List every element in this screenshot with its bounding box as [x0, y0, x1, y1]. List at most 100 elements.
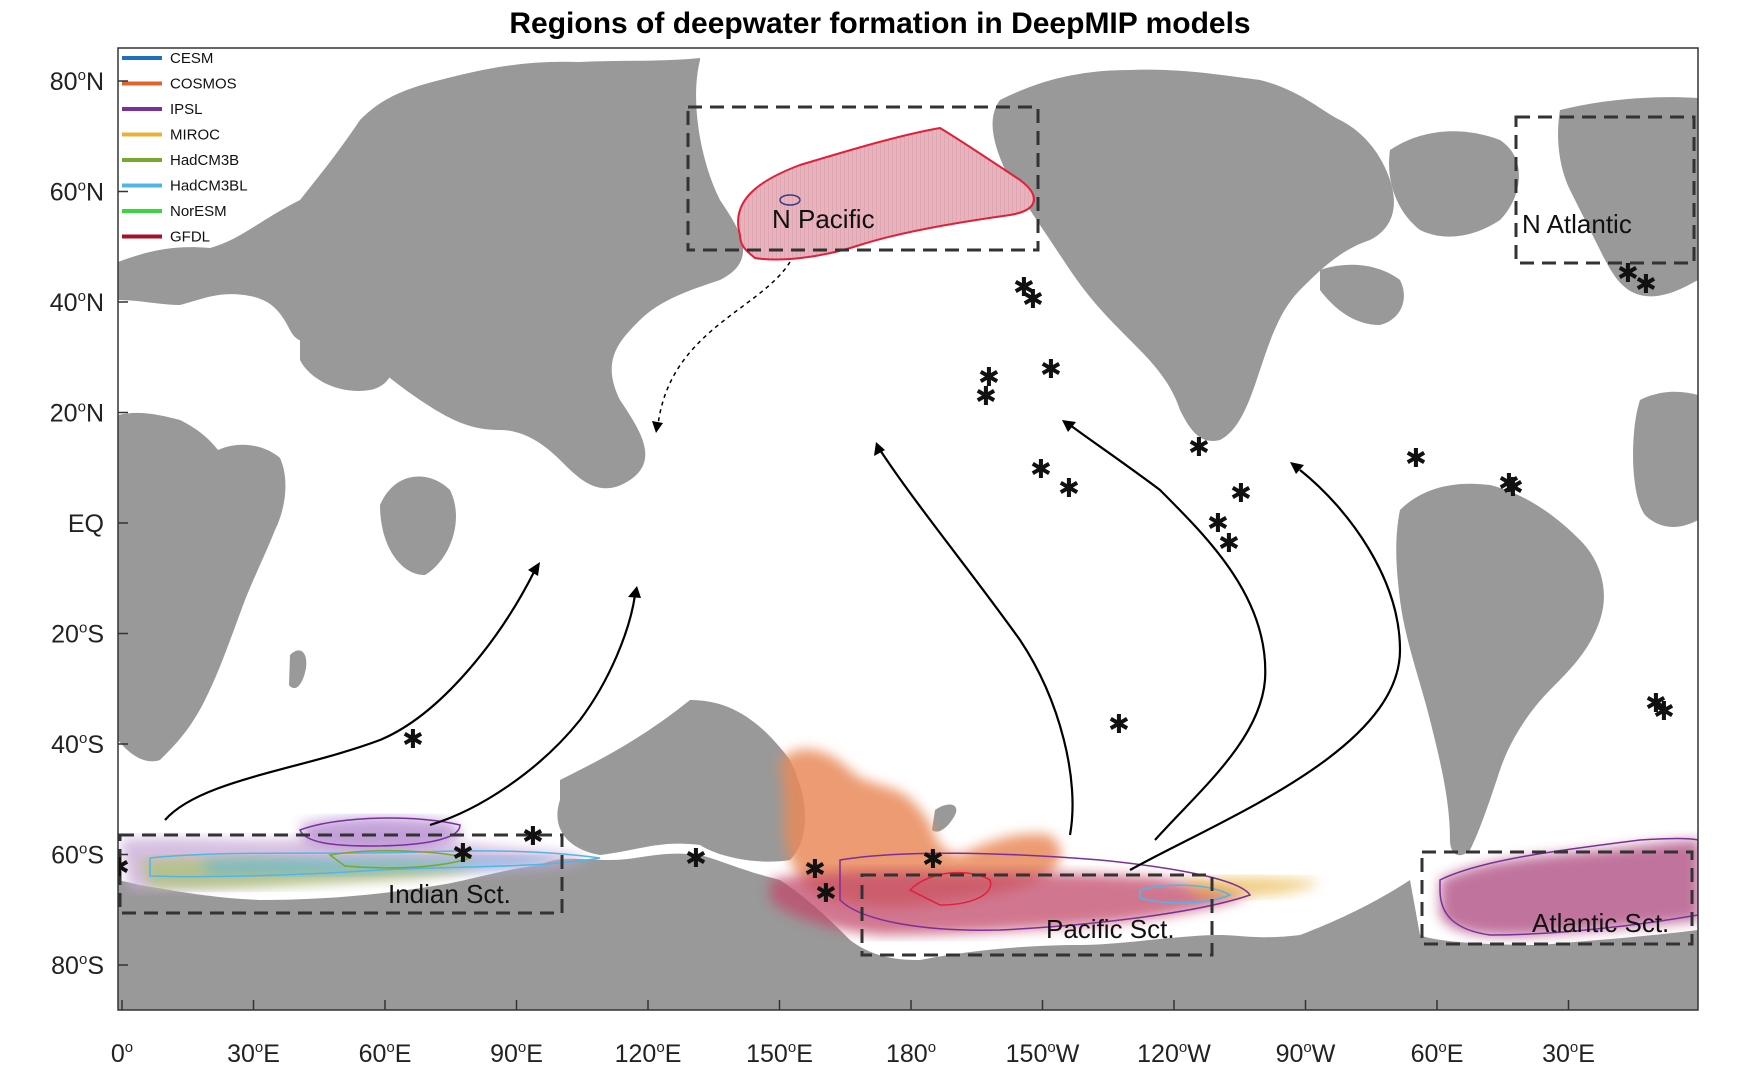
- x-tick-label: 180o: [886, 1039, 936, 1068]
- y-tick-label: 80oS: [51, 951, 104, 980]
- pacific-sector-label: Pacific Sct.: [1046, 914, 1175, 944]
- arrow-pacific-2: [1069, 424, 1267, 841]
- arrow-n-pacific-dashed: [657, 261, 791, 426]
- star-marker: ✱: [1218, 529, 1240, 559]
- star-marker: ✱: [1108, 710, 1130, 740]
- y-axis-ticks: 80oN 60oN 40oN 20oN EQ 20oS 40oS 60oS 80oS: [50, 67, 128, 980]
- star-marker: ✱: [1022, 285, 1044, 315]
- y-tick-label: 80oN: [50, 67, 104, 96]
- star-marker: ✱: [522, 822, 544, 852]
- star-marker: ✱: [1230, 479, 1252, 509]
- y-tick-label: 20oS: [51, 620, 104, 649]
- arrow-pacific-2-head: [1062, 420, 1076, 432]
- australia-landmass: [557, 700, 805, 862]
- star-marker: ✱: [815, 879, 837, 909]
- n-pacific-small-contour: [779, 194, 801, 206]
- y-tick-label: EQ: [68, 510, 104, 538]
- arrow-indian-1-head: [528, 562, 540, 576]
- map-title: Regions of deepwater formation in DeepMI…: [509, 7, 1250, 40]
- x-tick-label: 60oE: [359, 1039, 412, 1068]
- map-frame: [117, 47, 1699, 1011]
- atlantic-shading: [1440, 840, 1698, 936]
- star-marker: ✱: [1502, 473, 1524, 503]
- india-landmass: [380, 476, 456, 575]
- y-tick-label: 60oS: [51, 841, 104, 870]
- indian-blue-shading: [200, 857, 560, 875]
- y-tick-label: 40oS: [51, 730, 104, 759]
- star-marker: ✱: [1405, 444, 1427, 474]
- african-east-landmass: [1633, 391, 1698, 527]
- star-marker: ✱: [1040, 355, 1062, 385]
- star-marker: ✱: [1653, 697, 1675, 727]
- north-atlantic-land-patch: [1320, 264, 1404, 325]
- legend-label-ipsl: IPSL: [170, 101, 203, 118]
- star-marker: ✱: [1013, 273, 1035, 303]
- arrow-pacific-1-head: [874, 442, 885, 456]
- pacific-orange-shading: [780, 749, 1061, 907]
- n-pacific-deepwater: [737, 126, 1035, 261]
- flow-arrows: [164, 261, 1402, 871]
- ipsl-contour: [839, 852, 1252, 931]
- new-zealand-landmass: [932, 804, 957, 832]
- indian-hadcm3bl-contour: [149, 850, 601, 878]
- star-marker: ✱: [1617, 259, 1639, 289]
- star-marker: ✱: [1207, 509, 1229, 539]
- n-atlantic-label: N Atlantic: [1522, 209, 1632, 239]
- x-tick-label: 30oE: [1542, 1039, 1595, 1068]
- x-tick-label: 90oW: [1276, 1039, 1336, 1068]
- star-marker: ✱: [452, 839, 474, 869]
- indian-purple-shading: [300, 817, 460, 849]
- y-tick-label: 60oN: [50, 178, 104, 207]
- y-tick-label: 40oN: [50, 288, 104, 317]
- star-marker: ✱: [922, 845, 944, 875]
- atlantic-sector-box: [1420, 850, 1694, 946]
- star-marker: ✱: [804, 855, 826, 885]
- n-atlantic-box: [1514, 115, 1696, 265]
- x-tick-label: 120oW: [1137, 1039, 1211, 1068]
- north-america-landmass: [992, 69, 1394, 441]
- star-marker: ✱: [1058, 474, 1080, 504]
- indian-sector-box: [118, 833, 564, 915]
- legend-label-cesm: CESM: [170, 50, 213, 67]
- x-tick-label: 60oE: [1411, 1039, 1464, 1068]
- arrow-pacific-1: [879, 449, 1074, 836]
- legend-label-miroc: MIROC: [170, 127, 220, 144]
- y-tick-label: 20oN: [50, 399, 104, 428]
- n-pacific-label: N Pacific: [772, 204, 875, 234]
- asia-land-patch: [300, 316, 393, 391]
- arrow-indian-2: [429, 594, 637, 827]
- x-axis-ticks: 0o 30oE 60oE 90oE 120oE 150oE 180o 150oW 120oW 90…: [111, 1000, 1595, 1068]
- arrow-n-pacific-dashed-head: [652, 421, 663, 433]
- indian-hadcm3b-contour: [328, 849, 473, 869]
- arrow-indian-2-head: [628, 586, 641, 598]
- asia-landmass: [118, 58, 744, 489]
- star-marker: ✱: [975, 382, 997, 412]
- x-tick-label: 90oE: [490, 1039, 543, 1068]
- indian-sector-label: Indian Sct.: [388, 879, 511, 909]
- star-marker: ✱: [1645, 689, 1667, 719]
- x-tick-label: 30oE: [227, 1039, 280, 1068]
- legend: CESM COSMOS IPSL MIROC HadCM3B HadCM3BL NorESM…: [122, 50, 248, 246]
- antarctica-landmass: [118, 853, 1698, 1010]
- star-marker: ✱: [1498, 469, 1520, 499]
- south-america-landmass: [1396, 483, 1604, 856]
- star-marker: ✱: [685, 844, 707, 874]
- n-pacific-box: [686, 105, 1040, 252]
- x-tick-label: 150oW: [1006, 1039, 1080, 1068]
- gfdl-contour: [908, 871, 992, 906]
- x-tick-label: 150oE: [746, 1039, 813, 1068]
- arrow-pacific-3: [1129, 469, 1402, 871]
- arrow-pacific-3-head: [1290, 462, 1304, 474]
- europe-landmass: [1558, 97, 1698, 297]
- arrow-indian-1: [164, 569, 536, 821]
- pacific-yellow-shading: [1180, 876, 1320, 898]
- legend-label-hadcm3bl: HadCM3BL: [170, 178, 248, 195]
- star-marker: ✱: [978, 363, 1000, 393]
- star-marker: ✱: [1030, 455, 1052, 485]
- star-marker: ✱: [1635, 270, 1657, 300]
- legend-label-gfdl: GFDL: [170, 229, 210, 246]
- star-marker: ✱: [402, 725, 424, 755]
- star-markers: ✱ ✱ ✱ ✱ ✱ ✱ ✱ ✱ ✱ ✱ ✱ ✱ ✱ ✱ ✱ ✱ ✱ ✱ ✱ ✱ …: [118, 259, 1675, 909]
- greenland-landmass: [1389, 131, 1519, 237]
